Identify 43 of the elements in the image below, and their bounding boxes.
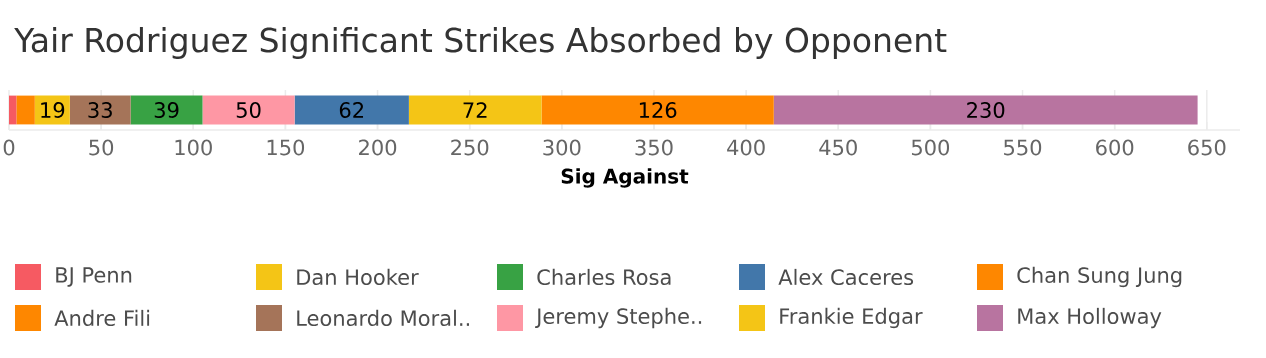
chart-title: Yair Rodriguez Significant Strikes Absorbed by Opponent [14,27,947,59]
data-label: 50 [236,102,261,118]
legend-label: Max Holloway [1018,307,1162,329]
data-label: 126 [639,102,677,118]
bar [9,95,17,125]
legend-label: Leonardo Moral.. [297,309,469,327]
legend-label: Dan Hooker [297,268,419,286]
x-tick-label: 600 [1096,139,1134,156]
legend-label: Charles Rosa [537,268,671,286]
bar [294,95,409,125]
data-label: 72 [463,102,487,118]
legend-label: Alex Caceres [778,268,914,286]
x-tick-label: 50 [89,139,114,156]
x-axis-title: Sig Against [561,168,689,188]
x-tick-label: 450 [819,139,857,156]
legend-label: BJ Penn [56,267,132,287]
legend-label: Frankie Edgar [780,307,923,329]
x-tick-label: 150 [267,139,305,156]
bar [202,95,295,125]
bar [16,95,35,125]
bar [773,95,1198,125]
legend-label: Chan Sung Jung [1017,266,1182,288]
data-label: 33 [88,102,112,118]
bar [130,95,203,125]
x-tick-label: 0 [3,139,15,156]
legend-label: Andre Fili [54,309,150,327]
data-label: 39 [154,102,179,118]
x-tick-label: 350 [635,139,673,156]
x-tick-label: 300 [543,139,581,156]
x-tick-label: 200 [359,139,397,156]
x-tick-label: 250 [451,139,489,156]
bar [541,95,774,125]
x-tick-label: 400 [727,139,765,156]
x-tick-label: 650 [1188,139,1226,156]
bar [69,95,131,125]
x-tick-label: 500 [911,139,950,156]
x-tick-label: 550 [1004,139,1042,156]
data-label: 62 [339,102,364,118]
data-label: 230 [967,102,1005,118]
bar [408,95,542,125]
x-tick-label: 100 [175,139,212,156]
legend-label: Jeremy Stephe.. [535,307,702,329]
data-label: 19 [41,102,65,118]
